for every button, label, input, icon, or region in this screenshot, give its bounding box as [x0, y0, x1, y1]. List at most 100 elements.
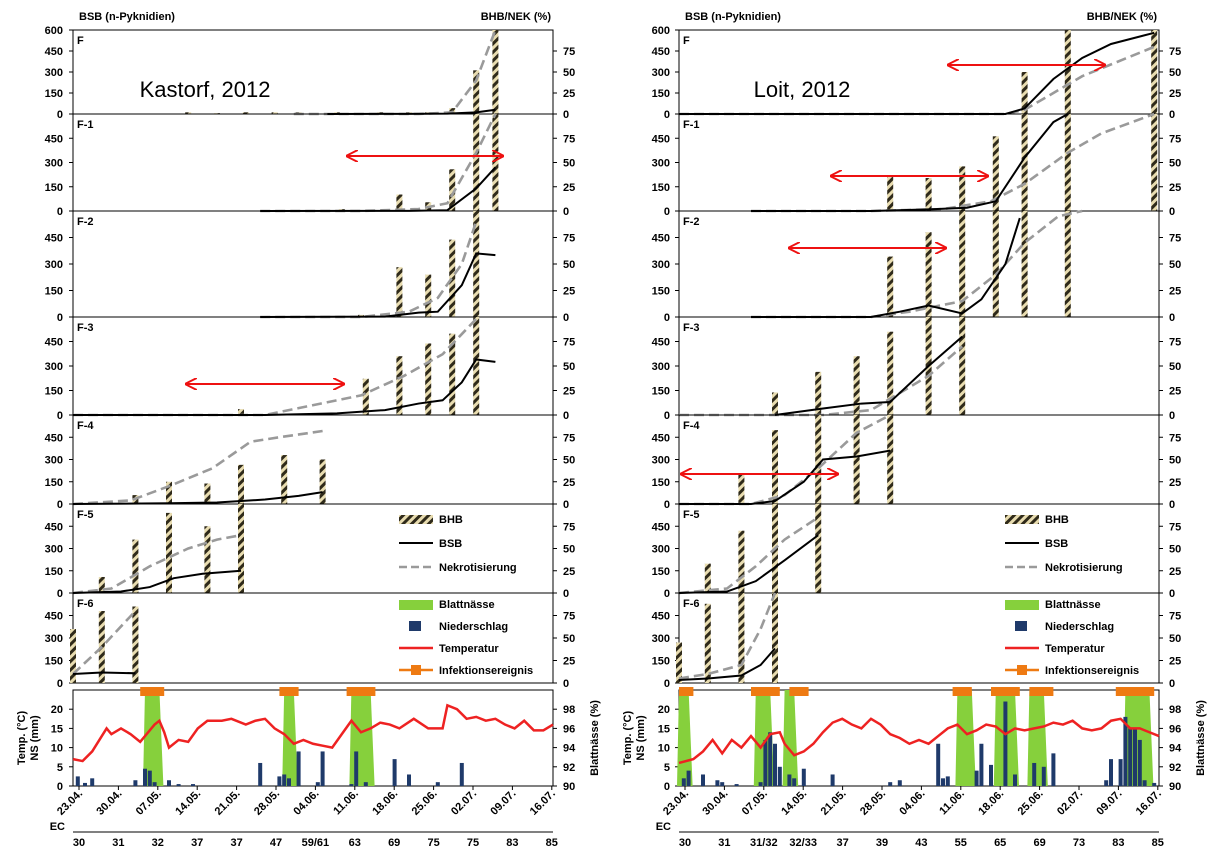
bhb-bar	[492, 114, 499, 211]
date-tick-label: 16.07.	[1134, 788, 1164, 818]
ec-tick-label: 75	[427, 837, 439, 849]
left-tick-label: 0	[57, 109, 63, 121]
legend-wetness-swatch	[1005, 600, 1039, 610]
right-tick-label: 25	[563, 477, 575, 489]
panel-frame	[72, 113, 554, 212]
legend-bsb-label: BSB	[1045, 538, 1068, 550]
wetness-period	[349, 690, 375, 786]
precip-bar	[147, 770, 152, 786]
right-tick-label: 0	[1169, 678, 1175, 690]
date-tick-label: 28.05.	[858, 788, 888, 818]
date-tick-label: 02.07.	[1055, 788, 1085, 818]
ec-tick-label: 85	[1152, 837, 1164, 849]
precip-bar	[1051, 753, 1056, 786]
right-tick-label: 0	[1169, 109, 1175, 121]
panel-label: F-6	[683, 598, 700, 610]
bhb-bar	[704, 603, 711, 683]
right-tick-label: 25	[1169, 88, 1181, 100]
ec-tick-label: 39	[876, 837, 888, 849]
right-tick-label: 0	[563, 312, 569, 324]
right-tick-label: 25	[1169, 286, 1181, 298]
panel-label: F-1	[77, 119, 94, 131]
bhb-bar	[1151, 114, 1158, 211]
precip-bar	[681, 778, 686, 786]
panel-label: F-6	[77, 598, 94, 610]
precip-bar	[296, 751, 301, 786]
right-tick-label: 0	[563, 678, 569, 690]
left-tick-label: 450	[652, 233, 670, 245]
left-tick-label: 150	[45, 88, 63, 100]
temperature-line	[678, 717, 1160, 765]
bhb-bar	[1021, 72, 1028, 114]
right-tick-label: 0	[1169, 312, 1175, 324]
panel-frame	[678, 414, 1160, 505]
nek-line	[751, 112, 1155, 213]
precip-bar	[1142, 780, 1147, 786]
bhb-bar	[425, 343, 432, 415]
bhb-bar	[166, 481, 172, 504]
precip-bar	[1123, 716, 1128, 786]
bsb-line	[260, 166, 497, 212]
right-tick-label: 50	[563, 544, 575, 556]
precip-bar	[686, 770, 691, 786]
weather-right-tick-label: 94	[1169, 743, 1182, 755]
weather-right-tick-label: 96	[563, 723, 575, 735]
ec-tick-label: 69	[388, 837, 400, 849]
legend-wetness-swatch	[399, 600, 433, 610]
legend-bhb-label: BHB	[439, 514, 463, 526]
right-axis-title: BHB/NEK (%)	[1087, 11, 1158, 23]
bhb-bar	[396, 267, 403, 317]
weather-right-axis-title: Blattnässe (%)	[589, 700, 601, 776]
bhb-bar	[132, 539, 139, 593]
bhb-bar	[362, 378, 369, 415]
bhb-bar	[492, 30, 499, 114]
date-tick-label: 09.07.	[488, 788, 518, 818]
wetness-period	[143, 690, 164, 786]
bhb-bar	[449, 239, 456, 317]
leaf-panel-f-4: F-4 0 150 300 450 0 25 50 75	[45, 414, 575, 511]
ec-tick-label: 69	[1033, 837, 1045, 849]
ec-tick-label: 30	[679, 837, 691, 849]
ec-tick-label: 37	[836, 837, 848, 849]
right-tick-label: 25	[1169, 656, 1181, 668]
bhb-bar	[959, 211, 966, 317]
right-tick-label: 25	[1169, 566, 1181, 578]
right-tick-label: 25	[563, 566, 575, 578]
weather-frame	[72, 689, 554, 787]
date-tick-label: 30.04.	[700, 788, 730, 818]
precip-bar	[75, 776, 80, 786]
site-title: Kastorf, 2012	[140, 77, 271, 102]
infection-event	[679, 687, 694, 696]
ec-tick-label: 47	[270, 837, 282, 849]
nek-line	[678, 592, 777, 680]
nek-line	[72, 533, 242, 595]
weather-left-tick-label: 20	[51, 704, 63, 716]
precip-bar	[945, 776, 950, 786]
legend-wetness-label: Blattnässe	[1045, 599, 1101, 611]
bhb-bar	[271, 112, 278, 114]
precip-bar	[191, 784, 195, 786]
ec-tick-label: 30	[73, 837, 85, 849]
weather-left-tick-label: 15	[51, 723, 63, 735]
left-tick-label: 300	[652, 455, 670, 467]
leaf-panel-f-6: F-6 0 150 300 450 0 25 50 75	[652, 592, 1181, 690]
right-tick-label: 50	[1169, 633, 1181, 645]
left-tick-label: 0	[57, 678, 63, 690]
bhb-bar	[772, 430, 778, 504]
precip-bar	[888, 782, 893, 786]
bsb-line	[751, 217, 1021, 318]
precip-bar	[979, 743, 984, 786]
legend-precip-swatch	[409, 621, 421, 631]
panel-label: F	[77, 35, 84, 47]
left-tick-label: 300	[45, 455, 63, 467]
right-tick-label: 75	[1169, 46, 1181, 58]
right-tick-label: 50	[563, 259, 575, 271]
right-tick-label: 25	[563, 286, 575, 298]
left-tick-label: 150	[45, 566, 63, 578]
bhb-bar	[238, 464, 244, 504]
right-tick-label: 75	[1169, 337, 1181, 349]
date-tick-label: 30.04.	[94, 788, 124, 818]
infection-event	[789, 687, 809, 696]
precip-bar	[176, 784, 181, 786]
legend-temp-label: Temperatur	[439, 643, 499, 655]
